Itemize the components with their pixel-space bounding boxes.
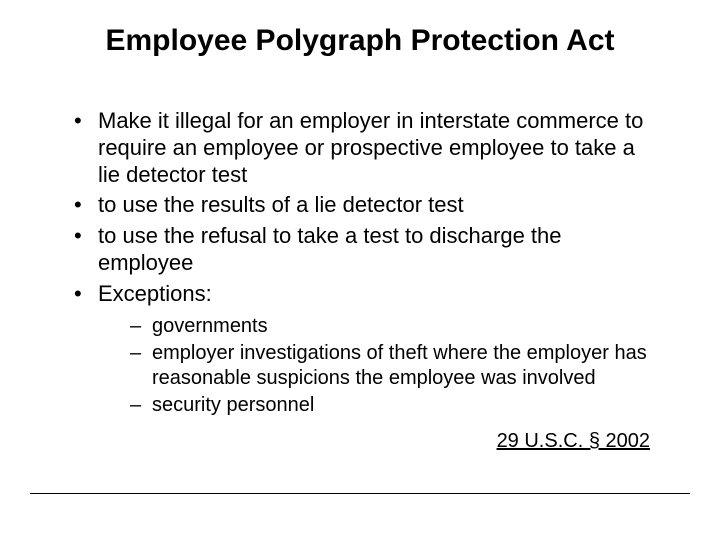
statute-citation: 29 U.S.C. § 2002 [497, 430, 650, 453]
slide: Employee Polygraph Protection Act Make i… [0, 0, 720, 540]
bullet-text: Exceptions: [98, 281, 212, 306]
bullet-item: Make it illegal for an employer in inter… [70, 108, 660, 188]
bullet-item: to use the results of a lie detector tes… [70, 192, 660, 219]
bullet-text: to use the refusal to take a test to dis… [98, 223, 562, 275]
horizontal-rule [30, 493, 690, 494]
bullet-text: Make it illegal for an employer in inter… [98, 108, 643, 187]
subbullet-list: governments employer investigations of t… [98, 314, 660, 418]
subbullet-text: security personnel [152, 394, 314, 416]
bullet-text: to use the results of a lie detector tes… [98, 192, 464, 217]
slide-title: Employee Polygraph Protection Act [0, 24, 720, 58]
subbullet-text: employer investigations of theft where t… [152, 342, 647, 388]
subbullet-item: governments [98, 314, 660, 338]
slide-body: Make it illegal for an employer in inter… [70, 108, 660, 421]
bullet-item: Exceptions: governments employer investi… [70, 281, 660, 417]
subbullet-item: security personnel [98, 393, 660, 417]
bullet-list: Make it illegal for an employer in inter… [70, 108, 660, 417]
subbullet-item: employer investigations of theft where t… [98, 341, 660, 390]
subbullet-text: governments [152, 315, 268, 337]
bullet-item: to use the refusal to take a test to dis… [70, 223, 660, 277]
